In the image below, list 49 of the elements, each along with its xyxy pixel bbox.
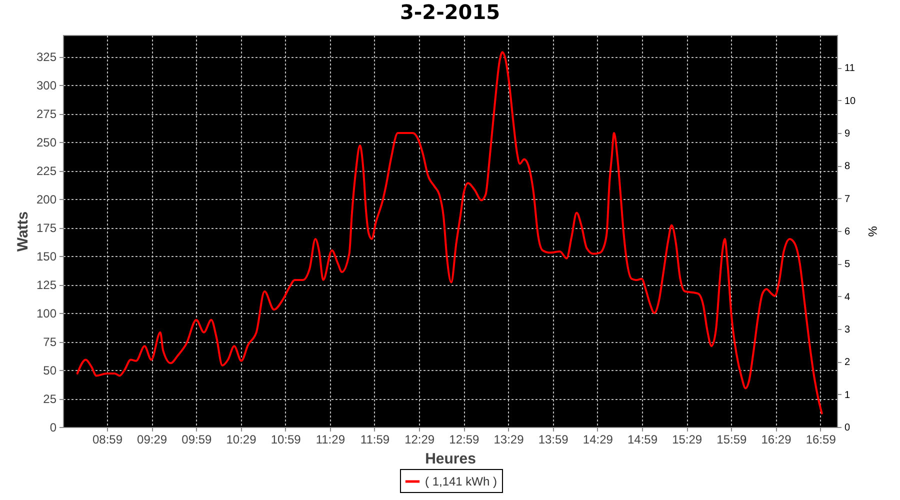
chart-title: 3-2-2015 xyxy=(400,0,500,24)
y2-tick-label: 3 xyxy=(844,324,850,336)
y2-tick-label: 7 xyxy=(844,194,850,205)
x-tick-label: 13:59 xyxy=(538,432,569,446)
x-tick-label: 14:59 xyxy=(627,432,658,446)
y-tick-label: 250 xyxy=(36,136,57,150)
y-tick-label: 50 xyxy=(43,364,57,378)
x-tick-label: 13:29 xyxy=(494,432,524,446)
y2-tick-label: 11 xyxy=(844,63,856,74)
x-tick-label: 11:29 xyxy=(316,432,346,446)
y2-tick-label: 6 xyxy=(844,226,850,238)
x-tick-label: 09:59 xyxy=(182,432,212,446)
y2-tick-label: 9 xyxy=(844,128,850,140)
x-tick-label: 16:29 xyxy=(761,432,792,446)
x-tick-label: 09:29 xyxy=(137,432,168,446)
y-tick-label: 300 xyxy=(36,78,57,93)
y2-tick-label: 5 xyxy=(844,259,850,270)
y-tick-label: 100 xyxy=(36,306,57,321)
y-tick-label: 175 xyxy=(36,221,57,236)
y2-tick-label: 10 xyxy=(844,96,856,107)
x-tick-label: 14:29 xyxy=(582,432,614,446)
line-series xyxy=(76,51,823,414)
y2-tick-label: 1 xyxy=(844,390,850,401)
y-tick-label: 200 xyxy=(36,192,57,207)
x-tick-label: 12:29 xyxy=(404,432,435,446)
y-tick-label: 25 xyxy=(43,392,57,406)
y-tick-label: 275 xyxy=(36,107,57,122)
y-tick-label: 150 xyxy=(36,250,57,264)
x-tick-label: 08:59 xyxy=(92,432,123,446)
x-axis-title: Heures xyxy=(425,450,476,468)
y-tick-label: 125 xyxy=(36,278,57,292)
y2-axis-title: % xyxy=(866,226,880,238)
x-tick-label: 10:59 xyxy=(270,432,302,446)
x-tick-label: 16:59 xyxy=(806,432,836,446)
x-tick-label: 11:59 xyxy=(360,432,390,446)
y-tick-label: 0 xyxy=(50,420,57,434)
y2-tick-label: 0 xyxy=(844,422,850,434)
y2-tick-label: 2 xyxy=(844,357,850,368)
x-tick-label: 15:59 xyxy=(716,432,748,446)
y-tick-label: 325 xyxy=(36,50,57,64)
y-tick-label: 75 xyxy=(43,335,57,350)
x-tick-label: 12:59 xyxy=(449,432,480,446)
legend-label: ( 1,141 kWh ) xyxy=(424,474,498,488)
y-tick-label: 225 xyxy=(36,164,57,178)
x-tick-label: 15:29 xyxy=(672,432,702,446)
x-tick-label: 10:29 xyxy=(226,432,257,446)
y2-tick-label: 4 xyxy=(844,292,850,303)
y-axis-title: Watts xyxy=(14,211,32,252)
y2-tick-label: 8 xyxy=(844,161,850,172)
